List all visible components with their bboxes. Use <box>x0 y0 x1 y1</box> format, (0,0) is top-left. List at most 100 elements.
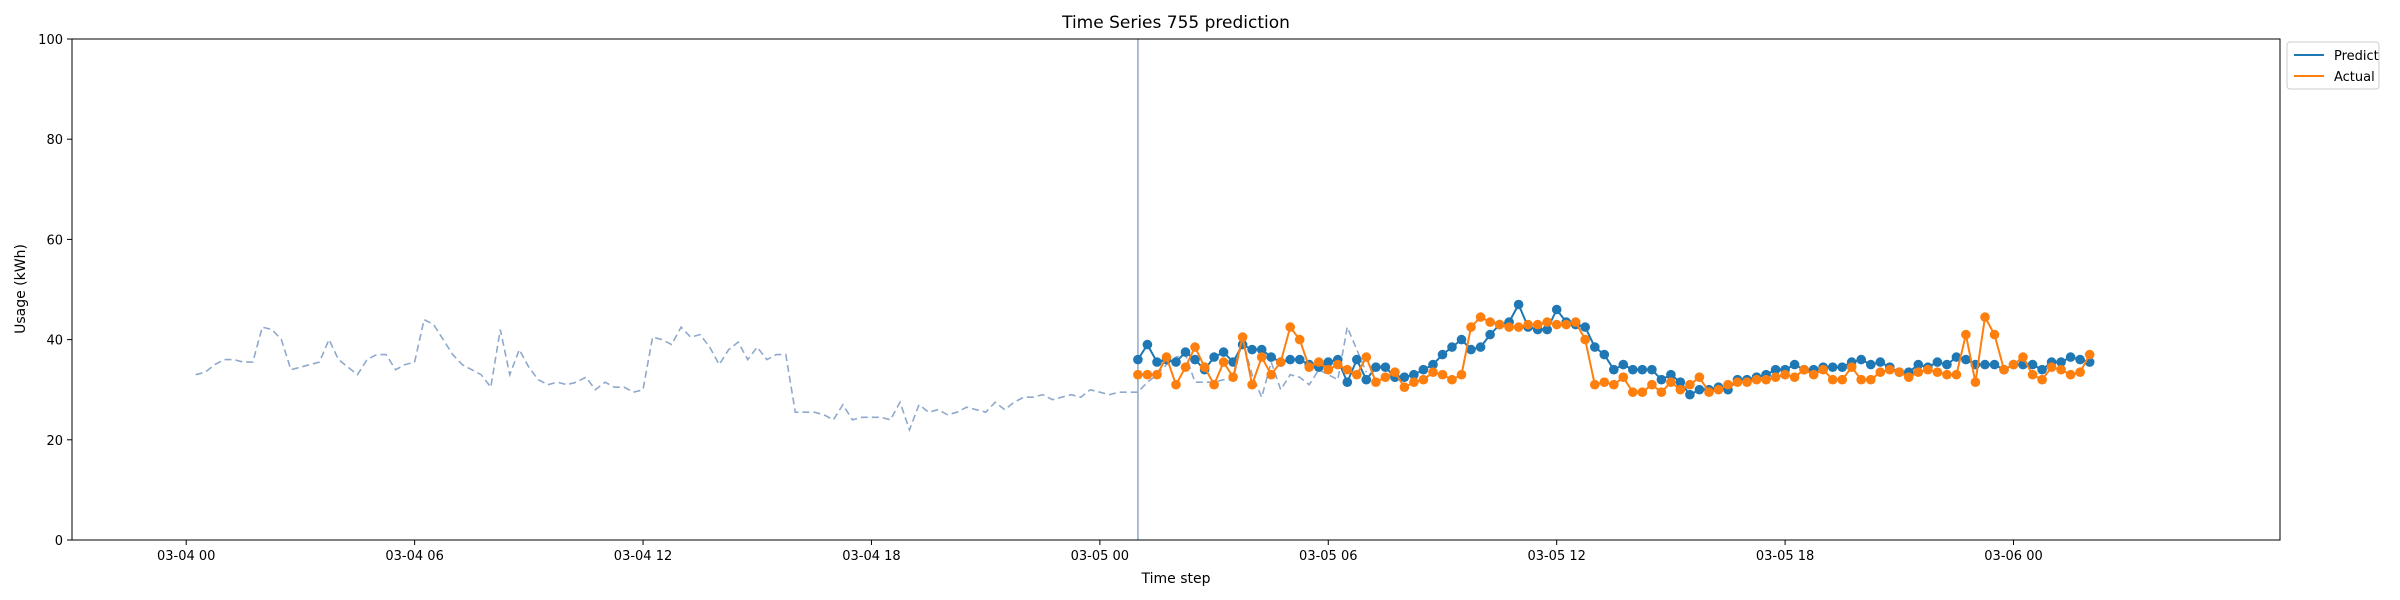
actual-point <box>2065 369 2076 380</box>
predict-point <box>1789 359 1800 370</box>
actual-point <box>1247 379 1257 390</box>
y-tick-label: 20 <box>46 434 63 449</box>
actual-point <box>1970 377 1981 388</box>
actual-point <box>1570 317 1581 327</box>
actual-point <box>1856 374 1866 385</box>
predict-point <box>1256 344 1267 355</box>
actual-point <box>1742 377 1752 388</box>
predict-point <box>1685 389 1695 400</box>
actual-point <box>1161 352 1172 362</box>
predict-point <box>1647 364 1657 375</box>
actual-point <box>1466 322 1476 332</box>
actual-point <box>1171 379 1181 390</box>
actual-point <box>2084 349 2095 360</box>
actual-point <box>1609 379 1619 390</box>
actual-point <box>1523 319 1533 330</box>
actual-point <box>1352 369 1362 380</box>
predict-point <box>1618 359 1629 370</box>
predict-point <box>1409 369 1419 380</box>
actual-point <box>1304 362 1314 373</box>
actual-point <box>1723 379 1733 390</box>
predict-point <box>1418 364 1429 375</box>
actual-point <box>1780 369 1790 380</box>
x-tick-label: 03-05 06 <box>1299 549 1357 564</box>
actual-point <box>1932 367 1943 378</box>
predict-point <box>1656 374 1667 385</box>
predict-point <box>1942 359 1952 370</box>
predict-point <box>1190 354 1200 365</box>
predict-point <box>1152 357 1162 367</box>
actual-point <box>2075 367 2085 378</box>
actual-series <box>1133 312 2095 398</box>
y-tick-label: 40 <box>46 334 63 349</box>
predict-point <box>1285 354 1295 365</box>
legend-predict-label: Predict <box>2334 49 2379 64</box>
actual-point <box>1475 312 1486 322</box>
actual-point <box>1152 369 1162 380</box>
actual-point <box>1885 364 1895 375</box>
actual-point <box>1180 362 1191 373</box>
predict-point <box>1371 362 1381 373</box>
predict-point <box>1171 357 1181 367</box>
actual-point <box>1399 382 1410 393</box>
predict-point <box>1628 364 1638 375</box>
predict-point <box>1951 352 1962 362</box>
actual-point <box>1894 367 1905 378</box>
actual-point <box>2046 362 2057 373</box>
predict-point <box>1142 339 1153 350</box>
actual-point <box>1761 374 1771 385</box>
y-tick-label: 100 <box>38 33 63 48</box>
actual-point <box>1789 372 1800 383</box>
predict-point <box>1399 372 1410 383</box>
actual-point <box>1380 372 1391 383</box>
predict-point <box>1294 354 1305 365</box>
predict-point <box>1475 342 1486 352</box>
predict-point <box>1133 354 1143 365</box>
actual-point <box>1618 372 1629 383</box>
actual-point <box>1713 384 1724 395</box>
predict-point <box>2056 357 2066 367</box>
actual-point <box>1751 374 1762 385</box>
actual-point <box>1980 312 1990 322</box>
actual-point <box>1675 384 1686 395</box>
actual-point <box>1447 374 1457 385</box>
predict-point <box>1551 304 1562 315</box>
actual-point <box>1437 369 1448 380</box>
predict-point <box>1856 354 1866 365</box>
y-tick-label: 80 <box>46 133 63 148</box>
predict-point <box>1542 324 1552 335</box>
actual-point <box>1875 367 1886 378</box>
predict-point <box>1580 322 1590 332</box>
actual-point <box>1142 369 1153 380</box>
x-tick-label: 03-05 00 <box>1071 549 1129 564</box>
predict-point <box>1428 359 1438 370</box>
predict-point <box>1266 352 1276 362</box>
actual-point <box>1704 387 1714 398</box>
predict-point <box>1675 377 1686 388</box>
predict-point <box>1666 369 1676 380</box>
actual-point <box>1285 322 1295 332</box>
predict-point <box>1513 299 1524 310</box>
actual-point <box>1314 357 1324 367</box>
actual-point <box>1685 379 1695 390</box>
predict-point <box>1770 364 1781 375</box>
actual-point <box>1418 374 1429 385</box>
x-tick-label: 03-06 00 <box>1984 549 2042 564</box>
predict-point <box>1361 374 1372 385</box>
actual-point <box>1904 372 1914 383</box>
x-tick-label: 03-04 00 <box>157 549 215 564</box>
predict-point <box>2037 364 2047 375</box>
predict-point <box>1352 354 1362 365</box>
x-tick-label: 03-04 12 <box>614 549 672 564</box>
actual-point <box>1199 362 1210 373</box>
actual-point <box>1294 334 1305 345</box>
predict-point <box>1989 359 2000 370</box>
actual-point <box>1532 319 1543 330</box>
actual-point <box>2056 364 2066 375</box>
actual-point <box>1846 362 1857 373</box>
predict-point <box>1342 377 1353 388</box>
actual-point <box>1732 377 1743 388</box>
actual-point <box>1599 377 1610 388</box>
actual-point <box>1961 329 1971 340</box>
